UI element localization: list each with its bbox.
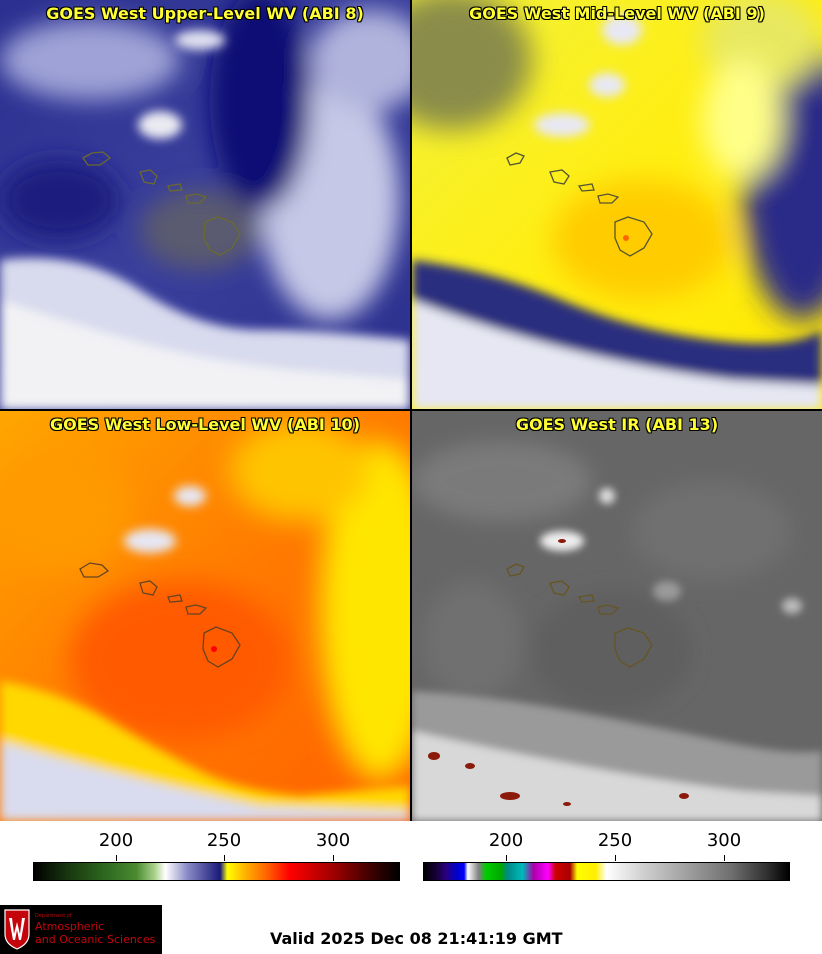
panel-mid-level-wv: GOES West Mid-Level WV (ABI 9) bbox=[412, 0, 822, 410]
tick-label-300: 300 bbox=[706, 830, 742, 851]
tick-mark bbox=[333, 855, 334, 861]
tick-mark bbox=[724, 855, 725, 861]
colorbar-ir-gradient bbox=[423, 862, 790, 881]
uw-shield-icon bbox=[4, 909, 30, 950]
logo-line2: and Oceanic Sciences bbox=[35, 933, 156, 946]
tick-label-250: 250 bbox=[206, 830, 242, 851]
logo-dept-text: Department of bbox=[35, 913, 72, 919]
tick-label-200: 200 bbox=[98, 830, 134, 851]
panel-title: GOES West Mid-Level WV (ABI 9) bbox=[469, 4, 765, 23]
tick-label-300: 300 bbox=[315, 830, 351, 851]
colorbar-wv-gradient bbox=[33, 862, 400, 881]
panel-divider-horizontal bbox=[0, 409, 822, 411]
aos-logo: Department of Atmospheric and Oceanic Sc… bbox=[0, 905, 162, 954]
valid-time: Valid 2025 Dec 08 21:41:19 GMT bbox=[270, 929, 563, 948]
colorbar-ir: 200 250 300 bbox=[412, 822, 822, 887]
tick-mark bbox=[116, 855, 117, 861]
upper-level-wv-image bbox=[0, 0, 410, 410]
tick-mark bbox=[506, 855, 507, 861]
tick-label-200: 200 bbox=[488, 830, 524, 851]
panel-upper-level-wv: GOES West Upper-Level WV (ABI 8) bbox=[0, 0, 410, 410]
mid-level-wv-image bbox=[412, 0, 822, 410]
panel-title: GOES West Low-Level WV (ABI 10) bbox=[49, 415, 360, 434]
low-level-wv-image bbox=[0, 411, 410, 821]
colorbar-wv: 200 250 300 bbox=[0, 822, 411, 887]
panel-title: GOES West Upper-Level WV (ABI 8) bbox=[46, 4, 364, 23]
ir-image bbox=[412, 411, 822, 821]
panel-ir: GOES West IR (ABI 13) bbox=[412, 411, 822, 821]
logo-line1: Atmospheric bbox=[35, 920, 105, 933]
tick-label-250: 250 bbox=[597, 830, 633, 851]
panel-title: GOES West IR (ABI 13) bbox=[515, 415, 719, 434]
tick-mark bbox=[224, 855, 225, 861]
panel-low-level-wv: GOES West Low-Level WV (ABI 10) bbox=[0, 411, 410, 821]
tick-mark bbox=[615, 855, 616, 861]
